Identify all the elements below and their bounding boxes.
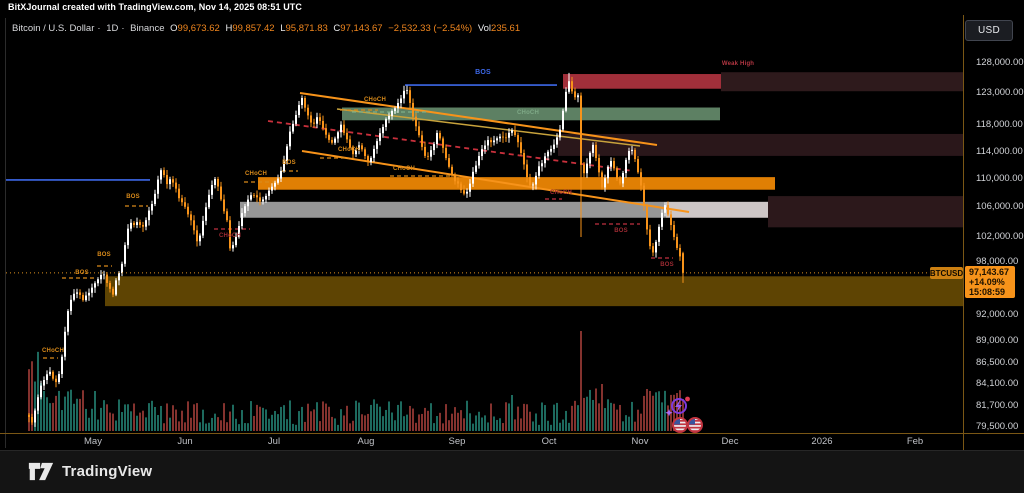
price-tick: 110,000.00 — [976, 172, 1023, 184]
crypto-event-icon — [671, 398, 687, 414]
pane-left-border — [5, 18, 6, 448]
trendline — [299, 92, 658, 146]
time-axis-separator — [0, 433, 1024, 434]
smc-label-bos: BOS — [75, 270, 89, 276]
attribution-text: BitXJournal created with TradingView.com… — [8, 2, 302, 12]
price-tick: 79,500.00 — [976, 421, 1019, 432]
symbol-title: Bitcoin / U.S. Dollar — [12, 23, 95, 34]
smc-label-choch: CHoCH — [42, 348, 64, 354]
volume-layer — [28, 331, 684, 431]
time-tick: Aug — [357, 436, 375, 447]
smc-label-weak-high: Weak High — [721, 61, 755, 67]
open-value: 99,673.62 — [177, 23, 220, 34]
smc-label-bos: BOS — [126, 194, 140, 200]
price-tick: 81,700.00 — [976, 400, 1019, 412]
price-axis-separator — [963, 15, 964, 450]
time-tick: Jun — [177, 436, 193, 447]
badge-change: +14.09% — [969, 277, 1005, 287]
zone-demand-gold — [105, 276, 963, 307]
smc-label-choch: CHoCH — [517, 110, 539, 116]
zone-demand-orange — [258, 177, 775, 190]
smc-label-bos: BOS — [97, 252, 111, 258]
price-line-symbol-tag: BTCUSD — [929, 267, 964, 279]
time-tick: Oct — [541, 436, 557, 447]
close-value: 97,143.67 — [340, 23, 383, 34]
smc-label-choch: CHoCH — [393, 166, 415, 172]
low-value: 95,871.83 — [285, 23, 328, 34]
price-tick: 89,000.00 — [976, 334, 1019, 346]
time-tick: Sep — [448, 436, 466, 447]
tradingview-logo-icon — [28, 462, 54, 481]
time-tick: Nov — [631, 436, 649, 447]
time-tick: 2026 — [811, 436, 833, 447]
price-tick: 102,000.00 — [976, 230, 1024, 242]
zone-demand-gray — [240, 201, 666, 218]
lines-layer — [6, 84, 690, 359]
smc-label-choch: CHoCH — [550, 190, 572, 196]
smc-label-choch: CHoCH — [338, 147, 360, 153]
trendline — [336, 108, 641, 147]
volume-value: 235.61 — [491, 23, 521, 34]
badge-countdown: 15:08:59 — [969, 287, 1006, 297]
footer-bar — [0, 451, 1024, 493]
smc-label-bos: BOS — [660, 262, 674, 268]
zone-weak-high-supply — [563, 74, 721, 89]
price-tick: 123,000.00 — [976, 87, 1024, 99]
tradingview-logo[interactable]: TradingView — [28, 461, 152, 482]
price-tick: 86,500.00 — [976, 356, 1019, 368]
time-tick: Jul — [267, 436, 281, 447]
high-value: 99,857.42 — [232, 23, 275, 34]
attribution-bar: BitXJournal created with TradingView.com… — [0, 0, 1024, 15]
timeframe: 1D — [106, 23, 119, 34]
time-axis[interactable]: May Jun Jul Aug Sep Oct Nov Dec 2026 Feb — [0, 434, 963, 450]
smc-label-bos: BOS — [475, 69, 491, 76]
smc-label-choch: CHoCH — [245, 171, 267, 177]
chart-canvas[interactable] — [0, 0, 1024, 450]
symbol-legend[interactable]: Bitcoin / U.S. Dollar · 1D · Binance O99,6… — [12, 23, 521, 34]
price-tick: 84,100.00 — [976, 378, 1019, 389]
price-tick: 98,000.00 — [976, 256, 1019, 268]
candles-layer — [28, 72, 684, 427]
badge-price: 97,143.67 — [969, 267, 1010, 277]
event-icons[interactable] — [665, 396, 703, 433]
time-tick: Dec — [721, 436, 739, 447]
price-tick: 128,000.00 — [976, 57, 1024, 68]
price-tick: 118,000.00 — [976, 119, 1023, 131]
price-axis[interactable]: 128,000.00 123,000.00 118,000.00 114,000.00… — [964, 15, 1024, 433]
price-tick: 106,000.00 — [976, 201, 1024, 213]
time-tick: Feb — [906, 436, 924, 447]
axis-bottom-border — [0, 450, 1024, 451]
time-tick: May — [84, 436, 102, 447]
smc-label-bos: BOS — [282, 160, 296, 166]
zone-gray-ext — [768, 196, 963, 228]
smc-label-choch: CHoCH — [219, 233, 241, 239]
zones-layer — [105, 72, 963, 307]
zone-supply-green — [342, 107, 720, 121]
zone-supply-maroon — [558, 133, 963, 156]
currency-toggle-button[interactable]: USD — [965, 20, 1013, 41]
red-dashed-trendline — [267, 120, 634, 172]
last-price-badge: 97,143.67 +14.09% 15:08:59 — [965, 266, 1015, 298]
smc-label-choch: CHoCH — [364, 97, 386, 103]
change-value: −2,532.33 (−2.54%) — [388, 23, 473, 34]
zone-weak-high-ext — [721, 72, 963, 92]
trendline — [301, 150, 690, 213]
price-tick: 92,000.00 — [976, 309, 1019, 321]
tradingview-logo-text: TradingView — [62, 463, 153, 480]
zone-demand-gray-light — [666, 201, 768, 218]
price-tick: 114,000.00 — [976, 145, 1023, 157]
smc-label-bos: BOS — [614, 228, 628, 234]
exchange: Binance — [130, 23, 165, 34]
